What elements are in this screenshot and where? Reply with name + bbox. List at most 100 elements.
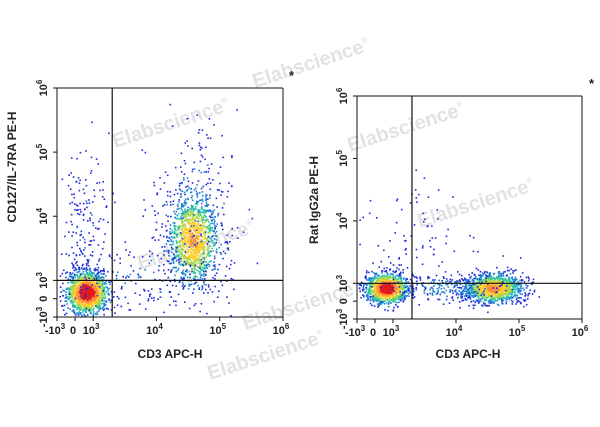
event-dot: [187, 198, 189, 201]
density-dots: [358, 169, 541, 314]
event-dot: [65, 293, 67, 296]
event-dot: [203, 212, 205, 214]
event-dot: [363, 295, 365, 297]
event-dot: [99, 270, 102, 272]
event-dot: [110, 299, 113, 302]
event-dot: [472, 281, 474, 283]
event-dot: [78, 189, 81, 192]
event-dot: [98, 297, 100, 299]
event-dot: [93, 239, 95, 242]
event-dot: [364, 276, 366, 278]
event-dot: [197, 245, 199, 247]
event-dot: [169, 233, 171, 235]
event-dot: [222, 156, 224, 159]
event-dot: [385, 294, 387, 297]
event-dot: [93, 304, 95, 306]
event-dot: [78, 280, 80, 283]
event-dot: [148, 250, 151, 252]
event-dot: [199, 192, 201, 194]
event-dot: [90, 293, 92, 295]
event-dot: [163, 311, 165, 314]
event-dot: [73, 306, 75, 308]
event-dot: [74, 281, 77, 283]
event-dot: [108, 254, 111, 256]
event-dot: [180, 189, 182, 192]
event-dot: [78, 293, 80, 295]
event-dot: [124, 282, 126, 284]
event-dot: [208, 265, 211, 268]
event-dot: [204, 261, 207, 264]
event-dot: [242, 231, 245, 234]
event-dot: [387, 303, 390, 305]
event-dot: [418, 304, 420, 306]
event-dot: [193, 189, 196, 191]
event-dot: [206, 243, 209, 245]
event-dot: [187, 220, 190, 223]
event-dot: [221, 224, 223, 227]
event-dot: [71, 201, 73, 204]
event-dot: [210, 216, 212, 219]
event-dot: [461, 278, 463, 280]
event-dot: [208, 251, 210, 254]
event-dot: [375, 299, 377, 301]
event-dot: [400, 294, 402, 297]
event-dot: [215, 241, 218, 244]
event-dot: [388, 290, 391, 292]
event-dot: [201, 249, 204, 252]
event-dot: [194, 206, 197, 208]
event-dot: [501, 278, 503, 280]
event-dot: [365, 284, 368, 287]
event-dot: [169, 231, 171, 233]
event-dot: [384, 285, 386, 287]
event-dot: [90, 285, 92, 287]
event-dot: [192, 272, 195, 274]
event-dot: [187, 238, 190, 240]
event-dot: [180, 271, 183, 274]
event-dot: [80, 251, 83, 253]
event-dot: [224, 252, 227, 255]
event-dot: [402, 295, 404, 297]
event-dot: [110, 290, 113, 293]
event-dot: [156, 192, 159, 194]
event-dot: [208, 228, 210, 230]
event-dot: [88, 202, 91, 204]
event-dot: [185, 236, 187, 239]
event-dot: [86, 281, 89, 283]
event-dot: [183, 225, 186, 227]
event-dot: [406, 278, 409, 280]
event-dot: [107, 280, 110, 283]
event-dot: [184, 204, 187, 206]
event-dot: [192, 254, 194, 257]
event-dot: [82, 299, 85, 302]
event-dot: [81, 301, 83, 304]
event-dot: [215, 197, 218, 200]
event-dot: [166, 239, 169, 242]
event-dot: [164, 171, 167, 173]
event-dot: [370, 289, 372, 291]
event-dot: [72, 276, 75, 279]
event-dot: [202, 225, 205, 227]
event-dot: [380, 298, 382, 300]
event-dot: [154, 214, 157, 216]
event-dot: [178, 182, 181, 185]
event-dot: [386, 278, 388, 280]
event-dot: [404, 296, 407, 298]
event-dot: [191, 233, 194, 236]
event-dot: [86, 292, 88, 295]
event-dot: [71, 223, 73, 226]
event-dot: [95, 277, 98, 279]
event-dot: [179, 245, 181, 248]
event-dot: [129, 309, 132, 311]
event-dot: [380, 302, 382, 304]
event-dot: [383, 278, 385, 280]
event-dot: [109, 301, 112, 304]
event-dot: [82, 283, 84, 286]
event-dot: [208, 261, 211, 263]
event-dot: [173, 266, 176, 269]
event-dot: [91, 284, 93, 286]
event-dot: [206, 226, 209, 228]
event-dot: [390, 288, 393, 291]
event-dot: [84, 289, 86, 291]
event-dot: [169, 224, 172, 226]
event-dot: [90, 275, 92, 278]
